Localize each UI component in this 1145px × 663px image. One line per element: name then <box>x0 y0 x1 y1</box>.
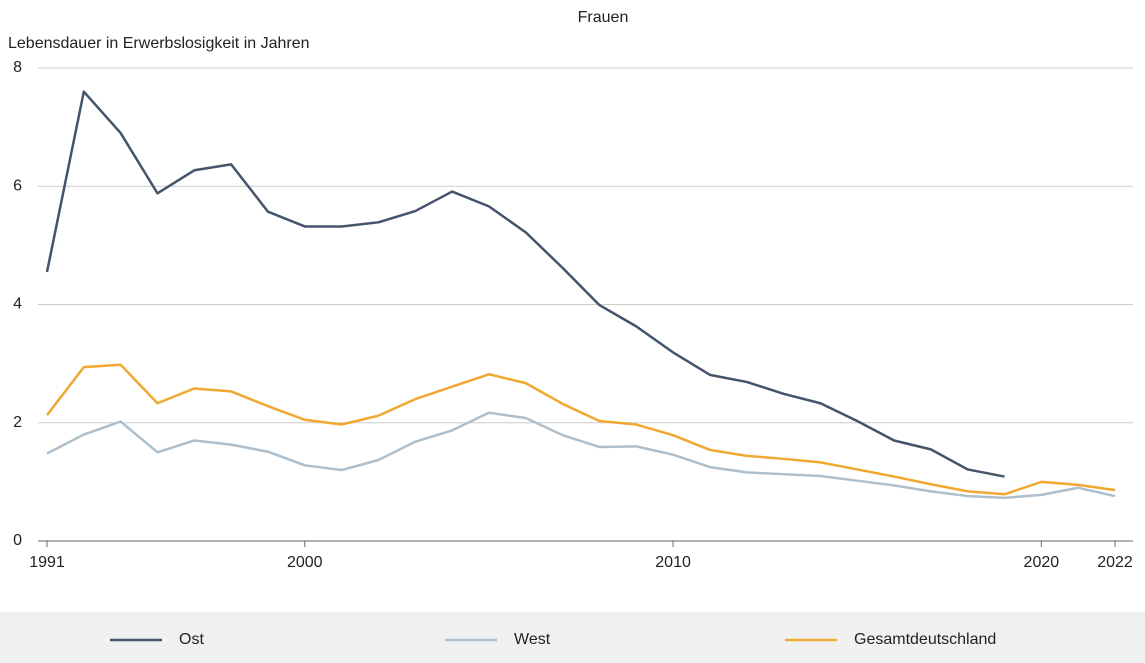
x-tick-label: 2010 <box>655 554 691 571</box>
legend-background <box>0 612 1145 663</box>
x-tick-label: 2020 <box>1024 554 1060 571</box>
line-series <box>46 363 1116 496</box>
line-series <box>46 411 1116 500</box>
legend-label: West <box>514 631 551 648</box>
y-tick-label: 4 <box>13 296 22 313</box>
x-tick-label: 1991 <box>29 554 65 571</box>
legend-label: Gesamtdeutschland <box>854 631 996 648</box>
y-axis-label: Lebensdauer in Erwerbslosigkeit in Jahre… <box>8 35 310 52</box>
y-tick-label: 8 <box>13 59 22 76</box>
chart-title: Frauen <box>578 9 629 26</box>
x-tick-label: 2000 <box>287 554 323 571</box>
line-series <box>45 90 1005 478</box>
y-tick-label: 0 <box>13 532 22 549</box>
y-tick-label: 2 <box>13 414 22 431</box>
legend-label: Ost <box>179 631 204 648</box>
y-tick-label: 6 <box>13 177 22 194</box>
x-tick-label: 2022 <box>1097 554 1133 571</box>
